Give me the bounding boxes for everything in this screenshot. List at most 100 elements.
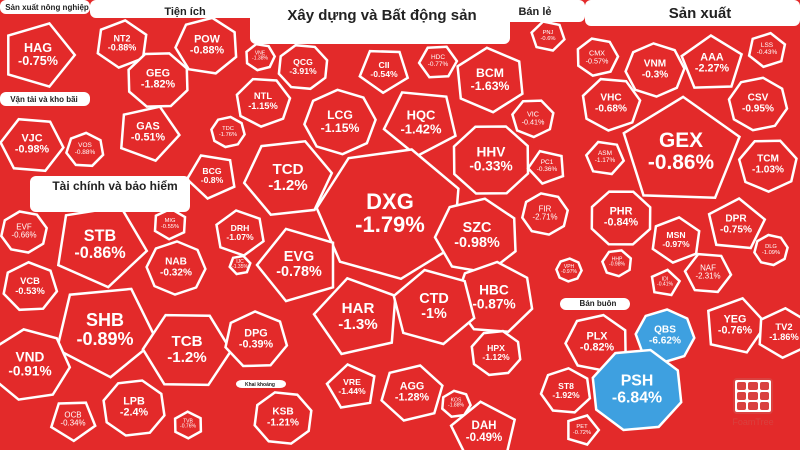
tile-ocb[interactable] (49, 401, 97, 443)
tile-cmx[interactable] (576, 37, 620, 77)
tile-hhv[interactable] (452, 125, 530, 195)
tile-lpb[interactable] (102, 379, 166, 437)
tile-pnj[interactable] (530, 20, 566, 52)
tile-change: -1.07% (226, 232, 254, 242)
tile-dlg[interactable] (753, 233, 789, 267)
tile-vjc[interactable] (0, 117, 65, 173)
tile-dah[interactable] (449, 400, 517, 450)
tile-st8[interactable] (539, 366, 592, 414)
tile-nab[interactable] (145, 240, 207, 296)
tile-aaa[interactable] (680, 34, 744, 89)
tile-hag[interactable] (7, 21, 77, 89)
tile-vne[interactable] (245, 42, 277, 72)
sector-title-ban-buon: Bán buôn (579, 299, 617, 308)
tile-vre[interactable] (325, 363, 376, 409)
tile-evg[interactable] (255, 227, 335, 303)
tile-bcg[interactable] (185, 154, 236, 200)
tile-change: -1.76% (218, 132, 238, 138)
tile-ticker: HPX (487, 342, 505, 353)
sector-title-strip (560, 298, 630, 310)
tile-ticker: ASM (597, 150, 613, 158)
tile-vnd[interactable] (0, 328, 72, 401)
tile-change: -1.38% (252, 56, 268, 62)
tile-change: -1.2% (167, 349, 207, 366)
tile-label-tvb: TVB -0.76% (180, 419, 196, 431)
tile-vos[interactable] (65, 131, 105, 168)
tile-naf[interactable] (683, 252, 733, 294)
tile-label-hpx: HPX -1.12% (482, 342, 510, 362)
tile-asm[interactable] (584, 140, 626, 176)
tile-agg[interactable] (380, 364, 444, 422)
tile-pc1[interactable] (526, 149, 565, 186)
tile-nt2[interactable] (96, 18, 148, 70)
tile-kos[interactable] (440, 389, 473, 419)
tile-evf[interactable] (0, 210, 49, 254)
tile-pow[interactable] (174, 16, 238, 75)
tile-label-hqc: HQC -1.42% (400, 108, 441, 135)
tile-qcg[interactable] (277, 43, 329, 91)
tile-bcm[interactable] (456, 46, 524, 114)
tile-change: -0.6% (540, 36, 556, 42)
tile-ijc[interactable] (228, 254, 252, 276)
tile-vph[interactable] (555, 257, 583, 283)
tile-change: -0.75% (18, 54, 58, 68)
tile-fir[interactable] (520, 192, 570, 236)
tile-tv2[interactable] (758, 306, 800, 360)
tile-vic[interactable] (511, 99, 555, 139)
tile-dpg[interactable] (224, 310, 289, 368)
tile-change: -0.41% (521, 117, 545, 126)
tile-ntl[interactable] (235, 77, 292, 128)
tile-geg[interactable] (127, 52, 189, 108)
tile-change: -0.76% (717, 325, 753, 337)
tile-label-ksb: KSB -1.21% (267, 407, 299, 428)
tile-psh[interactable] (591, 348, 683, 432)
tile-msn[interactable] (651, 215, 701, 265)
tile-dpr[interactable] (707, 197, 767, 250)
tile-label-cmx: CMX -0.57% (586, 49, 609, 64)
tile-change: -0.98% (609, 262, 625, 268)
tile-tcd[interactable] (242, 139, 334, 217)
tile-change: -1.12% (482, 352, 510, 362)
tile-tdc[interactable] (210, 115, 246, 149)
tile-gas[interactable] (119, 105, 181, 163)
tile-change: -0.88% (107, 43, 137, 53)
tile-hdc[interactable] (417, 45, 459, 79)
tile-ticker: DPG (244, 327, 268, 340)
tile-lss[interactable] (747, 31, 787, 69)
tile-yeg[interactable] (706, 296, 768, 354)
tile-ticker: PC1 (540, 159, 554, 167)
tile-label-plx: PLX -0.82% (580, 331, 614, 355)
tile-hpx[interactable] (470, 329, 522, 377)
tile-change: -6.62% (649, 335, 681, 346)
tile-tcm[interactable] (737, 139, 798, 193)
tile-csv[interactable] (727, 76, 789, 132)
tile-idi[interactable] (650, 268, 682, 297)
tile-ticker: FIR (538, 204, 552, 214)
tile-change: -1.44% (338, 386, 366, 396)
tile-cii[interactable] (358, 49, 410, 95)
tile-ctd[interactable] (392, 268, 476, 346)
tile-tvb[interactable] (173, 410, 203, 440)
tile-tcb[interactable] (141, 313, 233, 387)
tile-ticker: CMX (589, 48, 605, 58)
tile-ticker: VIC (527, 109, 539, 119)
tile-vcb[interactable] (2, 260, 59, 312)
tile-gex[interactable] (622, 95, 742, 199)
tile-phr[interactable] (590, 190, 652, 246)
tile-vhc[interactable] (581, 77, 642, 132)
tile-pet[interactable] (567, 414, 601, 446)
tile-stb[interactable] (56, 205, 149, 289)
tile-vnm[interactable] (624, 42, 686, 98)
tile-label-vnd: VND -0.91% (8, 350, 51, 380)
tile-ticker: MSN (666, 229, 686, 240)
tile-szc[interactable] (433, 197, 517, 275)
tile-ticker: DRH (230, 222, 250, 233)
tile-dxg[interactable] (315, 148, 460, 281)
tile-ksb[interactable] (253, 391, 313, 445)
tile-change: -0.89% (76, 329, 134, 349)
tile-lcg[interactable] (303, 88, 377, 156)
tile-hhp[interactable] (600, 249, 633, 278)
tile-change: -1.63% (470, 79, 510, 93)
sector-title-van-tai: Vận tải và kho bãi (10, 95, 78, 104)
